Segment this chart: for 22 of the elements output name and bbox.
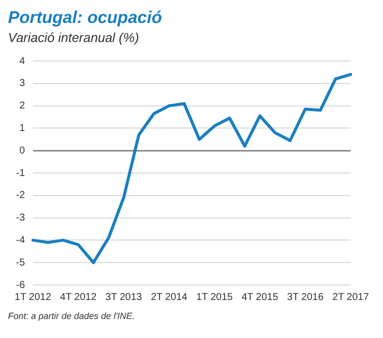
x-tick-label: 2T 2014	[150, 292, 188, 303]
x-tick-label: 1T 2012	[14, 292, 52, 303]
y-tick-label: -2	[16, 190, 26, 202]
y-tick-label: 2	[19, 100, 26, 112]
x-tick-label: 4T 2015	[242, 292, 279, 303]
y-tick-label: 3	[19, 78, 26, 90]
y-tick-label: -6	[16, 280, 26, 291]
y-tick-label: -1	[16, 168, 26, 179]
y-tick-label: -5	[16, 257, 26, 268]
x-tick-label: 3T 2013	[105, 292, 142, 303]
y-tick-label: -3	[16, 212, 26, 224]
y-tick-label: 4	[19, 56, 26, 67]
x-tick-label: 2T 2017	[332, 292, 370, 303]
chart-subtitle: Variació interanual (%)	[8, 30, 140, 45]
chart-title: Portugal: ocupació	[8, 8, 163, 28]
x-tick-label: 4T 2012	[60, 292, 97, 303]
y-tick-label: 1	[19, 122, 26, 134]
y-tick-label: -4	[16, 234, 26, 246]
x-tick-label: 1T 2015	[196, 292, 234, 303]
x-tick-label: 3T 2016	[287, 292, 324, 303]
y-tick-label: 0	[19, 145, 26, 156]
text: Font: a partir de dades de l'INE.	[8, 311, 136, 321]
